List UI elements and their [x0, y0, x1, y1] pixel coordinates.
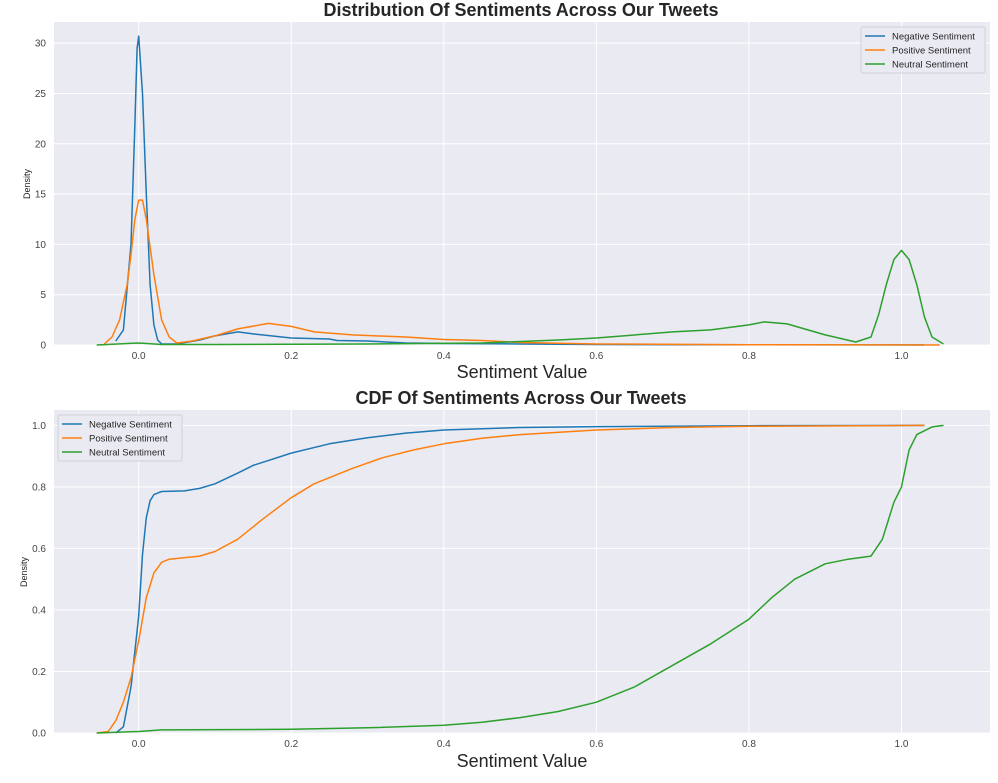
density-chart: Distribution Of Sentiments Across Our Tw…: [22, 0, 990, 382]
x-tick-label: 0.4: [437, 351, 451, 362]
y-tick-label: 25: [35, 89, 47, 100]
x-tick-label: 0.8: [742, 739, 756, 750]
x-axis-label: Sentiment Value: [457, 362, 588, 382]
plot-area: [54, 22, 990, 345]
y-tick-label: 30: [35, 39, 47, 50]
series-line-neutral: [96, 249, 944, 346]
y-tick-label: 10: [35, 240, 47, 251]
legend-label: Negative Sentiment: [89, 420, 172, 431]
x-tick-label: 0.8: [742, 351, 756, 362]
x-tick-label: 0.0: [132, 351, 146, 362]
x-axis-label: Sentiment Value: [457, 751, 588, 771]
legend: Negative Sentiment Positive Sentiment Neut…: [57, 414, 183, 462]
y-tick-label: 0.0: [32, 729, 46, 740]
series-line-positive: [96, 424, 925, 734]
x-tick-label: 0.6: [589, 739, 603, 750]
y-tick-label: 0: [40, 341, 46, 352]
y-axis-label: Density: [22, 168, 32, 199]
x-tick-label: 1.0: [895, 351, 909, 362]
legend-box: [57, 414, 183, 462]
legend: Negative Sentiment Positive Sentiment Neut…: [860, 26, 986, 74]
legend-box: [860, 26, 986, 74]
x-tick-label: 0.2: [284, 739, 298, 750]
series-line-negative: [115, 424, 925, 734]
y-tick-label: 5: [40, 290, 46, 301]
chart-title: Distribution Of Sentiments Across Our Tw…: [323, 0, 718, 20]
legend-label: Negative Sentiment: [892, 32, 975, 43]
series-line-neutral: [96, 424, 944, 734]
legend-label: Positive Sentiment: [892, 46, 971, 57]
y-tick-label: 1.0: [32, 421, 46, 432]
x-tick-label: 1.0: [895, 739, 909, 750]
plot-area: [54, 410, 990, 733]
x-tick-label: 0.0: [132, 739, 146, 750]
y-axis-label: Density: [19, 556, 29, 587]
series-line-positive: [103, 199, 940, 346]
cdf-chart: CDF Of Sentiments Across Our Tweets Sent…: [19, 388, 990, 771]
chart-title: CDF Of Sentiments Across Our Tweets: [355, 388, 686, 408]
y-tick-label: 0.6: [32, 544, 46, 555]
y-tick-label: 0.2: [32, 667, 46, 678]
legend-label: Neutral Sentiment: [89, 448, 165, 459]
y-tick-label: 0.8: [32, 482, 46, 493]
x-tick-label: 0.6: [589, 351, 603, 362]
y-tick-label: 20: [35, 139, 47, 150]
y-tick-label: 15: [35, 190, 47, 201]
legend-label: Neutral Sentiment: [892, 60, 968, 71]
y-tick-label: 0.4: [32, 605, 46, 616]
legend-label: Positive Sentiment: [89, 434, 168, 445]
x-tick-label: 0.2: [284, 351, 298, 362]
x-tick-label: 0.4: [437, 739, 451, 750]
